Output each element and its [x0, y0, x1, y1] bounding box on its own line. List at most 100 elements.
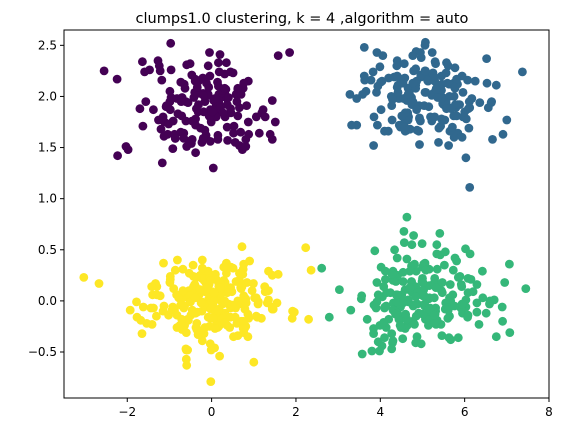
point-series-2-197	[391, 309, 400, 319]
point-series-1-163	[488, 135, 497, 144]
point-series-2-135	[432, 240, 442, 250]
point-series-3-209	[304, 314, 313, 324]
point-series-2-177	[521, 284, 531, 293]
point-series-2-78	[478, 266, 487, 276]
point-series-1-129	[423, 76, 433, 86]
axes-frame	[63, 29, 550, 399]
point-series-3-83	[152, 311, 161, 321]
point-series-3-239	[267, 302, 277, 312]
point-series-2-17	[437, 331, 447, 340]
point-series-0-146	[165, 97, 175, 106]
point-series-2-127	[388, 336, 398, 346]
point-series-3-152	[247, 286, 257, 296]
point-series-2-133	[448, 265, 458, 275]
point-series-1-94	[455, 100, 464, 109]
point-series-1-72	[498, 129, 508, 139]
point-series-0-97	[218, 108, 228, 118]
point-series-0-46	[224, 93, 233, 102]
point-series-2-148	[375, 346, 384, 356]
point-series-1-130	[465, 183, 475, 192]
point-series-3-189	[245, 256, 255, 266]
point-series-0-38	[215, 50, 225, 59]
point-series-3-170	[227, 300, 237, 310]
point-series-1-135	[378, 51, 388, 60]
point-series-0-150	[220, 83, 230, 93]
point-series-0-51	[168, 144, 178, 154]
point-series-1-171	[380, 126, 389, 136]
point-series-1-181	[421, 37, 430, 47]
point-series-1-179	[373, 81, 383, 91]
point-series-2-64	[448, 290, 458, 300]
point-series-1-178	[450, 82, 459, 92]
point-series-0-139	[165, 105, 175, 115]
point-series-2-178	[357, 349, 367, 359]
point-series-3-203	[260, 287, 270, 297]
point-series-2-110	[371, 303, 381, 313]
point-series-2-56	[437, 288, 447, 298]
point-series-2-106	[367, 346, 377, 356]
point-series-0-104	[210, 94, 220, 103]
point-series-1-173	[408, 51, 418, 60]
point-series-2-192	[444, 333, 454, 343]
point-series-3-67	[179, 303, 189, 313]
point-series-2-37	[453, 333, 463, 343]
point-series-2-169	[370, 246, 380, 256]
point-series-2-172	[437, 278, 447, 287]
point-series-2-196	[417, 239, 427, 249]
point-series-1-165	[465, 103, 475, 113]
point-series-3-158	[178, 286, 188, 296]
point-series-0-72	[141, 97, 151, 106]
point-series-2-134	[390, 245, 399, 255]
point-series-3-100	[249, 279, 258, 288]
point-series-0-7	[222, 58, 231, 68]
point-series-0-115	[230, 138, 240, 147]
point-series-3-201	[238, 316, 248, 326]
point-series-0-160	[170, 134, 180, 143]
point-series-1-128	[409, 66, 418, 76]
point-series-0-107	[239, 78, 249, 88]
point-series-3-77	[138, 302, 148, 312]
point-series-2-150	[412, 332, 422, 342]
point-series-2-154	[414, 308, 424, 318]
point-series-3-78	[178, 264, 188, 274]
y-tick-label: 2.0	[38, 89, 57, 103]
point-series-0-114	[228, 68, 238, 78]
point-series-2-155	[418, 278, 428, 287]
point-series-3-195	[210, 324, 220, 333]
point-series-1-36	[415, 140, 424, 149]
point-series-3-235	[193, 330, 203, 339]
point-series-0-152	[187, 135, 197, 144]
point-series-2-122	[381, 266, 390, 276]
point-series-3-160	[209, 296, 219, 306]
point-series-2-16	[381, 275, 390, 284]
point-series-1-19	[450, 63, 460, 73]
point-series-0-155	[149, 105, 158, 115]
point-series-2-199	[429, 310, 439, 320]
point-series-0-90	[192, 104, 201, 114]
point-series-2-156	[381, 301, 391, 311]
point-series-1-127	[518, 67, 527, 77]
point-series-2-188	[346, 305, 356, 315]
point-series-0-134	[112, 74, 122, 84]
point-series-2-151	[372, 278, 382, 287]
point-series-2-183	[491, 332, 501, 342]
point-series-2-61	[432, 264, 442, 274]
point-series-1-68	[408, 97, 418, 106]
point-series-3-179	[306, 265, 316, 275]
point-series-3-29	[239, 291, 249, 301]
point-series-3-226	[220, 318, 230, 327]
point-series-0-135	[222, 122, 232, 132]
point-series-0-17	[267, 96, 277, 105]
point-series-0-133	[233, 111, 243, 121]
point-series-0-129	[176, 77, 186, 87]
point-series-2-115	[410, 320, 419, 329]
point-series-2-102	[373, 290, 383, 300]
point-series-1-175	[360, 75, 370, 85]
point-series-3-147	[213, 305, 223, 315]
point-series-2-62	[463, 312, 472, 322]
point-series-0-1	[138, 57, 147, 67]
point-series-1-182	[345, 90, 355, 99]
point-series-1-174	[427, 48, 437, 57]
point-series-2-99	[410, 259, 419, 269]
point-series-1-143	[452, 74, 461, 84]
